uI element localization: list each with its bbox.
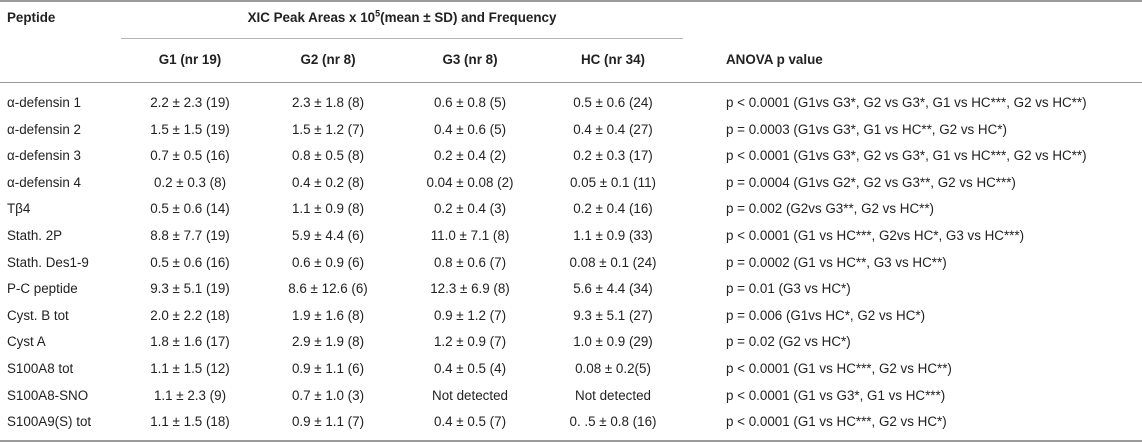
span-title-main: XIC Peak Areas x 10: [247, 10, 376, 25]
cell-g2: 1.5 ± 1.2 (7): [291, 122, 365, 137]
cell-g2: 0.8 ± 0.5 (8): [291, 148, 365, 163]
cell-g1: 0.5 ± 0.6 (16): [150, 255, 230, 270]
cell-peptide: P-C peptide: [7, 281, 78, 296]
cell-hc: 9.3 ± 5.1 (27): [573, 308, 653, 323]
cell-g2: 0.7 ± 1.0 (3): [291, 388, 365, 403]
cell-peptide: α-defensin 2: [7, 122, 81, 137]
cell-anova: p = 0.01 (G3 vs HC*): [726, 281, 851, 296]
cell-peptide: S100A8-SNO: [7, 388, 89, 403]
cell-peptide: Cyst. B tot: [7, 308, 69, 323]
table-top-rule: [0, 0, 1142, 2]
cell-g1: 0.2 ± 0.3 (8): [153, 175, 227, 190]
cell-g1: 0.7 ± 0.5 (16): [150, 148, 230, 163]
cell-anova: p = 0.0002 (G1 vs HC**, G3 vs HC**): [726, 255, 947, 270]
cell-peptide: α-defensin 4: [7, 175, 81, 190]
cell-peptide: Stath. 2P: [7, 228, 63, 243]
cell-g1: 1.1 ± 1.5 (18): [150, 414, 230, 429]
cell-hc: 1.0 ± 0.9 (29): [573, 334, 653, 349]
cell-hc: 5.6 ± 4.4 (34): [573, 281, 653, 296]
cell-g1: 1.1 ± 2.3 (9): [153, 388, 227, 403]
cell-peptide: S100A8 tot: [7, 361, 74, 376]
cell-g3: 0.04 ± 0.08 (2): [426, 175, 514, 190]
cell-g1: 1.8 ± 1.6 (17): [150, 334, 230, 349]
cell-anova: p = 0.002 (G2vs G3**, G2 vs HC**): [726, 201, 935, 216]
cell-g3: 0.2 ± 0.4 (2): [433, 148, 507, 163]
cell-g3: 0.2 ± 0.4 (3): [433, 201, 507, 216]
cell-g1: 0.5 ± 0.6 (14): [150, 201, 230, 216]
header-g1: G1 (nr 19): [158, 52, 222, 67]
cell-peptide: S100A9(S) tot: [7, 414, 92, 429]
cell-peptide: α-defensin 1: [7, 95, 81, 110]
cell-anova: p = 0.02 (G2 vs HC*): [726, 334, 851, 349]
cell-anova: p < 0.0001 (G1 vs G3*, G1 vs HC***): [726, 388, 946, 403]
cell-anova: p < 0.0001 (G1vs G3*, G2 vs G3*, G1 vs H…: [726, 148, 1087, 163]
cell-hc: 0.5 ± 0.6 (24): [573, 95, 653, 110]
table-bottom-rule: [0, 440, 1142, 442]
cell-g1: 1.5 ± 1.5 (19): [150, 122, 230, 137]
cell-anova: p = 0.006 (G1vs HC*, G2 vs HC*): [726, 308, 926, 323]
header-peptide: Peptide: [7, 10, 56, 25]
cell-g3: 0.8 ± 0.6 (7): [433, 255, 507, 270]
cell-hc: 0.2 ± 0.3 (17): [573, 148, 653, 163]
cell-g2: 0.6 ± 0.9 (6): [291, 255, 365, 270]
cell-anova: p < 0.0001 (G1 vs HC***, G2 vs HC*): [726, 414, 947, 429]
cell-anova: p < 0.0001 (G1vs G3*, G2 vs G3*, G1 vs H…: [726, 95, 1087, 110]
cell-hc: 0.05 ± 0.1 (11): [569, 175, 656, 190]
cell-g3: 0.9 ± 1.2 (7): [433, 308, 507, 323]
cell-g2: 2.9 ± 1.9 (8): [291, 334, 365, 349]
cell-g2: 8.6 ± 12.6 (6): [288, 281, 368, 296]
cell-g2: 1.1 ± 0.9 (8): [291, 201, 365, 216]
cell-g3: 0.6 ± 0.8 (5): [433, 95, 507, 110]
header-hc: HC (nr 34): [581, 52, 645, 67]
header-span-title: XIC Peak Areas x 105(mean ± SD) and Freq…: [121, 8, 683, 25]
cell-g1: 8.8 ± 7.7 (19): [150, 228, 230, 243]
cell-anova: p < 0.0001 (G1 vs HC***, G2vs HC*, G3 vs…: [726, 228, 1025, 243]
cell-hc: 0.08 ± 0.1 (24): [569, 255, 657, 270]
cell-g3: 0.4 ± 0.5 (4): [433, 361, 507, 376]
cell-g3: 11.0 ± 7.1 (8): [430, 228, 510, 243]
cell-g2: 0.9 ± 1.1 (6): [291, 361, 365, 376]
cell-hc: 0.4 ± 0.4 (27): [573, 122, 653, 137]
cell-g2: 1.9 ± 1.6 (8): [291, 308, 365, 323]
span-header-rule: [121, 38, 683, 39]
cell-anova: p = 0.0003 (G1vs G3*, G1 vs HC**, G2 vs …: [726, 122, 1007, 137]
cell-g3: 1.2 ± 0.9 (7): [433, 334, 507, 349]
cell-g3: 0.4 ± 0.5 (7): [433, 414, 507, 429]
cell-peptide: Cyst A: [7, 334, 46, 349]
cell-hc: 1.1 ± 0.9 (33): [573, 228, 653, 243]
cell-g1: 2.2 ± 2.3 (19): [150, 95, 230, 110]
header-g2: G2 (nr 8): [300, 52, 356, 67]
cell-anova: p = 0.0004 (G1vs G2*, G2 vs G3**, G2 vs …: [726, 175, 1016, 190]
table-header-rule: [0, 82, 1142, 83]
cell-g1: 9.3 ± 5.1 (19): [150, 281, 230, 296]
span-title-suffix: (mean ± SD) and Frequency: [380, 10, 557, 25]
cell-peptide: α-defensin 3: [7, 148, 81, 163]
cell-g1: 2.0 ± 2.2 (18): [150, 308, 230, 323]
cell-g2: 5.9 ± 4.4 (6): [291, 228, 365, 243]
cell-g3: Not detected: [432, 388, 508, 403]
cell-hc: 0. .5 ± 0.8 (16): [569, 414, 657, 429]
cell-g3: 0.4 ± 0.6 (5): [433, 122, 507, 137]
cell-peptide: Stath. Des1-9: [7, 255, 89, 270]
cell-g2: 0.9 ± 1.1 (7): [291, 414, 365, 429]
span-title-exponent: 5: [375, 8, 381, 19]
cell-peptide: Tβ4: [7, 201, 31, 216]
header-g3: G3 (nr 8): [442, 52, 498, 67]
cell-hc: 0.08 ± 0.2(5): [575, 361, 651, 376]
cell-hc: 0.2 ± 0.4 (16): [573, 201, 653, 216]
cell-g2: 0.4 ± 0.2 (8): [291, 175, 365, 190]
cell-g2: 2.3 ± 1.8 (8): [291, 95, 365, 110]
cell-g1: 1.1 ± 1.5 (12): [150, 361, 230, 376]
cell-anova: p < 0.0001 (G1 vs HC***, G2 vs HC**): [726, 361, 952, 376]
cell-g3: 12.3 ± 6.9 (8): [430, 281, 510, 296]
header-anova: ANOVA p value: [726, 52, 823, 67]
cell-hc: Not detected: [575, 388, 651, 403]
